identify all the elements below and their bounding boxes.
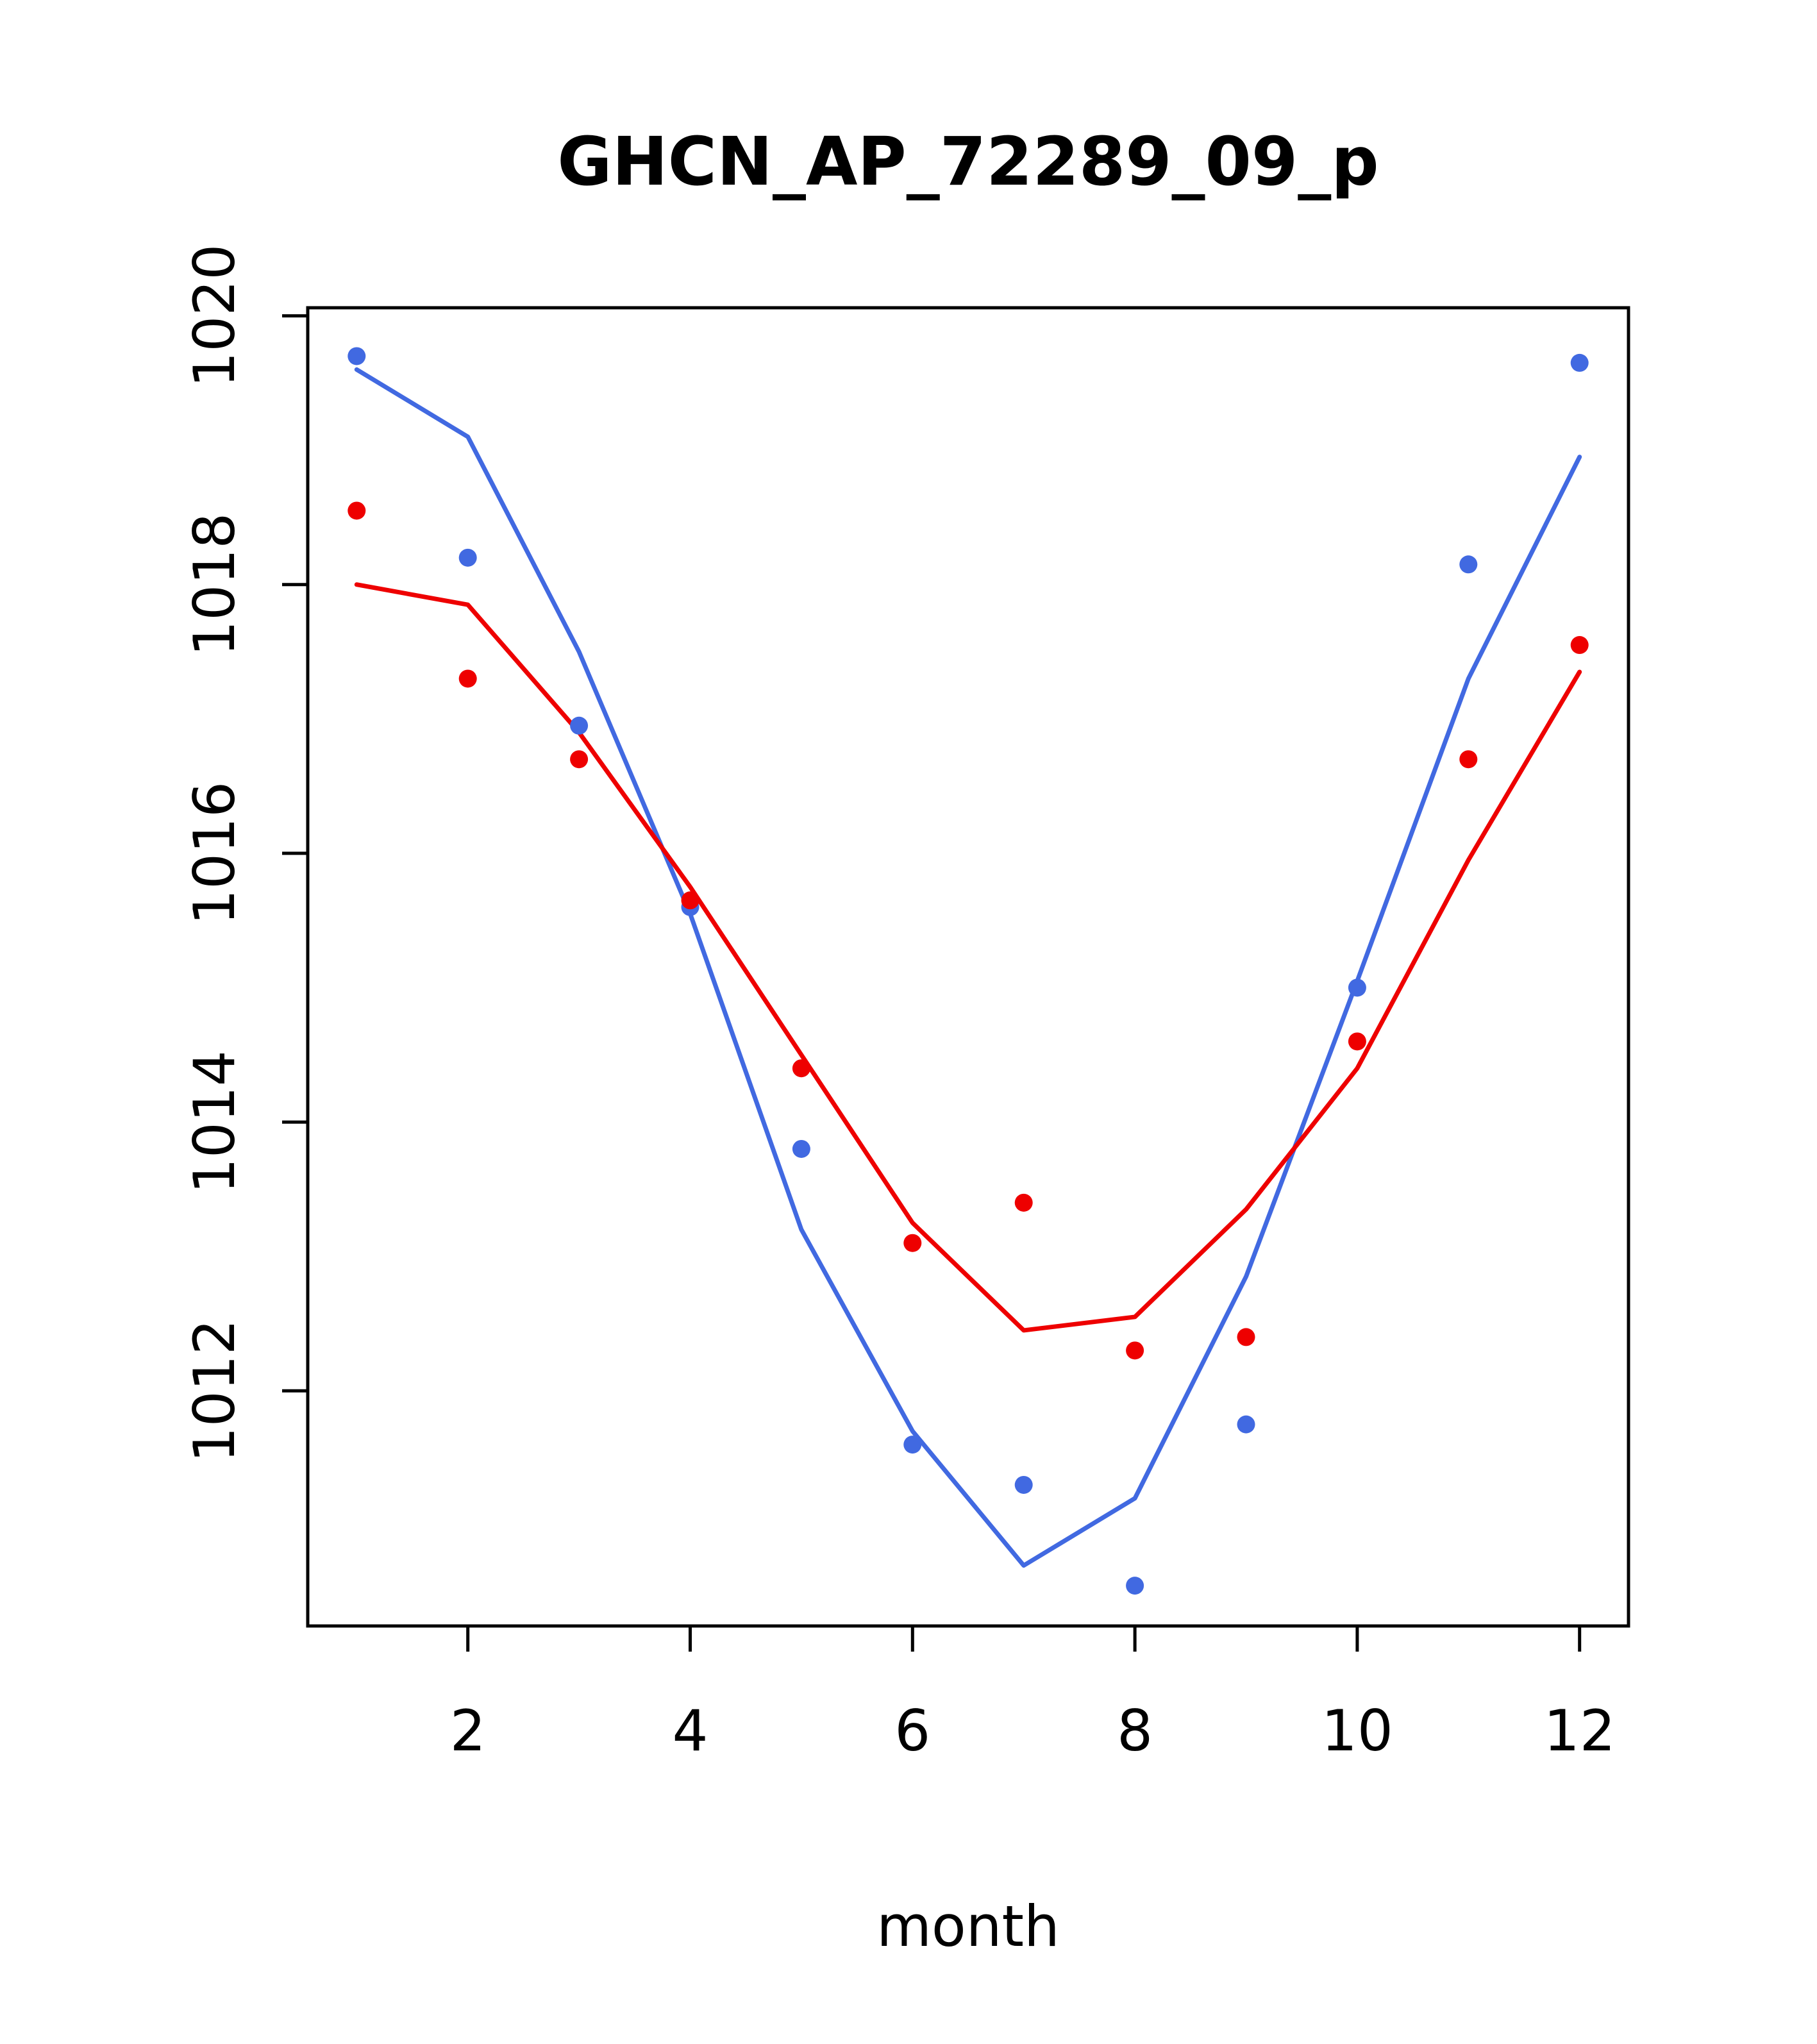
data-point — [1126, 1341, 1144, 1360]
data-point — [1570, 353, 1589, 372]
y-tick-label: 1020 — [181, 244, 247, 388]
data-point — [1459, 555, 1478, 574]
data-point — [570, 750, 589, 769]
y-tick-label: 1018 — [181, 513, 247, 657]
data-point — [1237, 1415, 1255, 1434]
data-point — [792, 1059, 810, 1078]
data-point — [1570, 636, 1589, 655]
data-point — [1014, 1475, 1033, 1494]
x-tick-label: 10 — [1321, 1698, 1393, 1764]
x-axis-label: month — [876, 1893, 1060, 1959]
data-point — [347, 347, 366, 365]
series-group — [347, 347, 1589, 1595]
y-tick-label: 1012 — [181, 1319, 247, 1462]
data-point — [458, 669, 477, 688]
data-point — [1459, 750, 1478, 769]
x-tick-label: 4 — [672, 1698, 708, 1764]
data-point — [903, 1234, 922, 1252]
data-point — [1237, 1328, 1255, 1346]
x-axis: 2 4 6 8 10 12 — [450, 1626, 1616, 1764]
chart-title: GHCN_AP_72289_09_p — [557, 122, 1378, 201]
data-point — [1348, 1032, 1366, 1051]
data-point — [792, 1139, 810, 1158]
data-point — [458, 548, 477, 567]
series1-points — [347, 347, 1589, 1595]
plot-box — [306, 306, 1630, 1628]
data-point — [1014, 1193, 1033, 1212]
data-point — [1348, 978, 1366, 997]
y-tick-label: 1014 — [181, 1050, 247, 1194]
data-point — [681, 891, 699, 910]
x-tick-label: 6 — [894, 1698, 930, 1764]
x-tick-label: 2 — [450, 1698, 486, 1764]
y-axis: 1012 1014 1016 1018 1020 — [181, 244, 308, 1462]
data-point — [347, 501, 366, 520]
series2-smoothed-line — [354, 582, 1582, 1333]
data-point — [1126, 1577, 1144, 1595]
series2-points — [347, 501, 1589, 1360]
series1-smoothed-line — [354, 367, 1582, 1568]
x-tick-label: 12 — [1544, 1698, 1616, 1764]
y-tick-label: 1016 — [181, 782, 247, 925]
x-tick-label: 8 — [1117, 1698, 1153, 1764]
data-point — [570, 716, 589, 735]
data-point — [903, 1436, 922, 1454]
